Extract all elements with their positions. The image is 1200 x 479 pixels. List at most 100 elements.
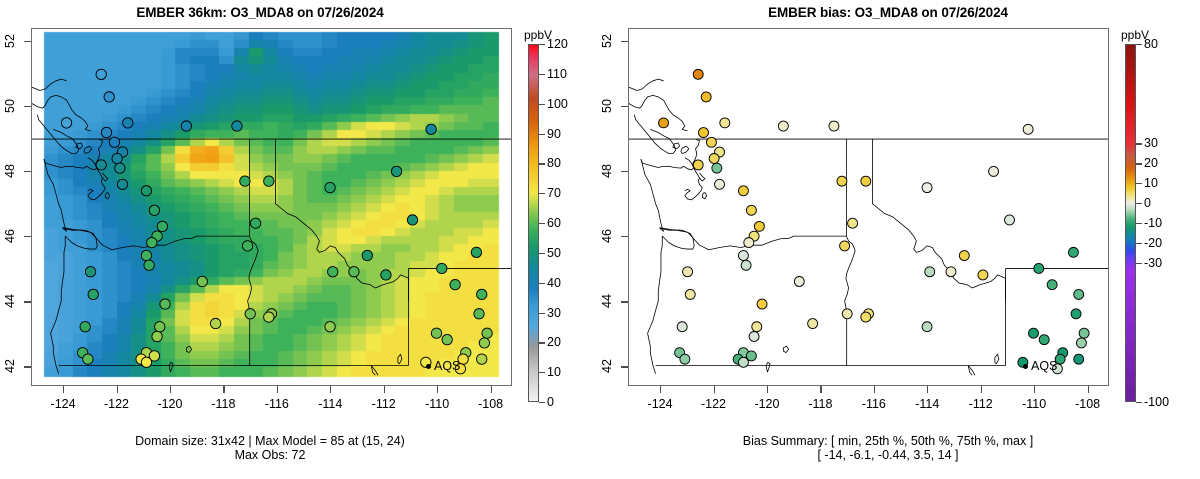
aqs-legend-bias: AQS bbox=[1023, 359, 1057, 373]
colorbar-tick-label: -20 bbox=[1144, 235, 1163, 250]
observation-point bbox=[239, 175, 251, 187]
observation-point bbox=[737, 250, 749, 261]
observation-point bbox=[116, 178, 129, 190]
observation-point bbox=[841, 308, 853, 320]
colorbar-tick bbox=[539, 73, 545, 76]
observation-points bbox=[658, 68, 1090, 375]
y-tick-label: 46 bbox=[3, 229, 17, 244]
observation-point bbox=[740, 259, 752, 271]
observation-point bbox=[60, 117, 73, 129]
observation-point bbox=[324, 181, 336, 194]
observation-point bbox=[476, 288, 488, 301]
x-tick-mark bbox=[1034, 386, 1036, 393]
y-tick-label: 44 bbox=[600, 294, 614, 309]
caption-bias-line2: [ -14, -6.1, -0.44, 3.5, 14 ] bbox=[817, 448, 959, 462]
colorbar-tick-label: 20 bbox=[547, 335, 561, 350]
x-tick-mark bbox=[820, 386, 822, 393]
y-tick-mark bbox=[621, 366, 628, 368]
observation-point bbox=[361, 249, 373, 262]
observation-point bbox=[154, 321, 166, 333]
colorbar-tick bbox=[539, 223, 545, 225]
map-plot-model: AQS bbox=[31, 28, 512, 386]
observation-point bbox=[103, 91, 115, 103]
observation-point bbox=[249, 217, 262, 229]
observation-point bbox=[1070, 308, 1082, 320]
x-tick-mark bbox=[330, 386, 332, 393]
model-raster-canvas bbox=[32, 29, 511, 385]
map-overlay-bias bbox=[629, 68, 1108, 376]
colorbar-tick-label: 60 bbox=[547, 216, 561, 230]
colorbar-tick-label: -100 bbox=[1144, 395, 1170, 409]
colorbar-tick bbox=[539, 103, 545, 105]
observation-point bbox=[1004, 214, 1015, 226]
colorbar-tick-label: 100 bbox=[547, 96, 568, 111]
colorbar-tick bbox=[539, 372, 545, 374]
observation-point bbox=[87, 288, 99, 301]
panel-title-bias: EMBER bias: O3_MDA8 on 07/26/2024 bbox=[768, 5, 1008, 20]
x-tick-mark bbox=[223, 386, 225, 393]
colorbar-tick bbox=[539, 44, 545, 46]
observation-point bbox=[977, 269, 989, 281]
colorbar-tick-label: 90 bbox=[547, 126, 561, 141]
observation-point bbox=[777, 120, 789, 132]
x-tick-label: -114 bbox=[915, 397, 940, 411]
colorbar-strip-model bbox=[528, 44, 539, 402]
observation-point bbox=[921, 321, 933, 333]
x-tick-mark bbox=[873, 386, 876, 393]
observation-point bbox=[473, 308, 485, 320]
observation-point bbox=[1051, 363, 1063, 375]
observation-point bbox=[82, 353, 94, 365]
observation-point bbox=[210, 317, 222, 330]
caption-bias: Bias Summary: [ min, 25th %, 50th %, 75t… bbox=[628, 434, 1148, 462]
x-tick-label: -122 bbox=[103, 397, 130, 411]
x-tick-label: -108 bbox=[1075, 397, 1101, 411]
observation-point bbox=[679, 353, 691, 365]
observation-point bbox=[146, 236, 158, 249]
observation-point bbox=[263, 175, 275, 187]
x-tick-label: -124 bbox=[647, 397, 673, 411]
observation-point bbox=[327, 266, 339, 278]
aqs-legend-label: AQS bbox=[1031, 359, 1058, 373]
x-tick-label: -118 bbox=[211, 397, 236, 411]
observation-point bbox=[708, 153, 720, 164]
y-tick-label: 42 bbox=[600, 359, 614, 374]
observation-point bbox=[658, 117, 669, 129]
observation-point bbox=[748, 331, 760, 342]
colorbar-tick-label: 20 bbox=[1144, 156, 1158, 171]
y-tick-label: 50 bbox=[3, 99, 17, 114]
colorbar-tick bbox=[539, 193, 545, 195]
y-tick-label: 52 bbox=[600, 34, 614, 48]
x-tick-label: -108 bbox=[478, 397, 504, 411]
observation-point bbox=[1073, 353, 1085, 365]
panel-bias: EMBER bias: O3_MDA8 on 07/26/2024 AQS 42… bbox=[600, 0, 1200, 479]
observation-point bbox=[753, 220, 765, 232]
colorbar-tick bbox=[1136, 163, 1142, 165]
observation-points bbox=[60, 68, 493, 375]
colorbar-unit-model: ppbV bbox=[524, 28, 553, 42]
observation-point bbox=[159, 298, 171, 310]
y-tick-mark bbox=[24, 41, 31, 43]
y-tick-mark bbox=[24, 171, 31, 173]
y-tick-label: 46 bbox=[600, 229, 614, 244]
x-tick-label: -112 bbox=[371, 397, 396, 411]
colorbar-tick bbox=[1136, 203, 1142, 205]
observation-point bbox=[828, 120, 840, 132]
colorbar-tick-label: 110 bbox=[547, 66, 567, 81]
observation-point bbox=[425, 123, 437, 135]
colorbar-tick-label: 30 bbox=[1144, 136, 1158, 151]
observation-point bbox=[79, 321, 91, 333]
panel-title-model: EMBER 36km: O3_MDA8 on 07/26/2024 bbox=[136, 5, 384, 20]
observation-point bbox=[231, 120, 243, 132]
y-tick-label: 52 bbox=[3, 34, 17, 48]
observation-point bbox=[692, 68, 704, 80]
observation-point bbox=[737, 185, 749, 197]
caption-bias-line1: Bias Summary: [ min, 25th %, 50th %, 75t… bbox=[742, 434, 1034, 448]
observation-point bbox=[111, 152, 123, 165]
y-tick-label: 48 bbox=[600, 164, 614, 179]
observation-point bbox=[1038, 334, 1050, 346]
observation-point bbox=[711, 162, 723, 174]
colorbar-tick bbox=[1136, 242, 1142, 245]
map-plot-bias: AQS bbox=[628, 28, 1109, 386]
caption-model: Domain size: 31x42 | Max Model = 85 at (… bbox=[0, 434, 540, 462]
